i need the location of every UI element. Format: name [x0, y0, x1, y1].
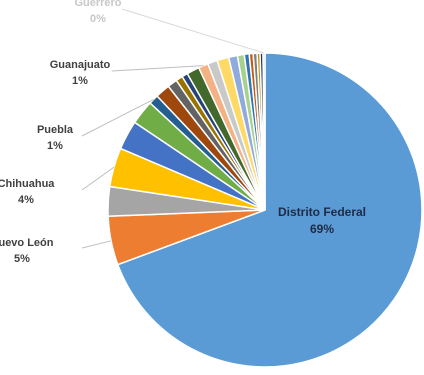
leader-line-guanajuato	[111, 65, 204, 72]
leader-line-puebla	[81, 98, 154, 137]
pie-slices	[107, 52, 423, 368]
slice-label-guerrero: Guerrero 0%	[74, 0, 121, 25]
slice-label-distrito-federal: Distrito Federal 69%	[278, 205, 366, 236]
pie-slice-distrito-federal	[116, 52, 423, 368]
slice-label-puebla: Puebla 1%	[37, 124, 74, 152]
leader-line-guerrero	[121, 8, 265, 54]
leader-lines	[81, 8, 265, 249]
leader-line-chihuahua	[81, 166, 115, 191]
slice-label-chihuahua: Chihuahua 4%	[0, 178, 55, 206]
slice-label-guanajuato: Guanajuato 1%	[50, 59, 111, 87]
leader-line-nuevo-leon	[81, 240, 112, 249]
